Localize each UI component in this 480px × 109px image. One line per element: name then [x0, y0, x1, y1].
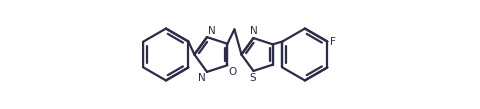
Text: N: N	[207, 26, 215, 36]
Text: S: S	[249, 73, 255, 83]
Text: N: N	[249, 26, 257, 36]
Text: F: F	[329, 37, 335, 47]
Text: O: O	[228, 67, 236, 77]
Text: N: N	[198, 73, 206, 83]
